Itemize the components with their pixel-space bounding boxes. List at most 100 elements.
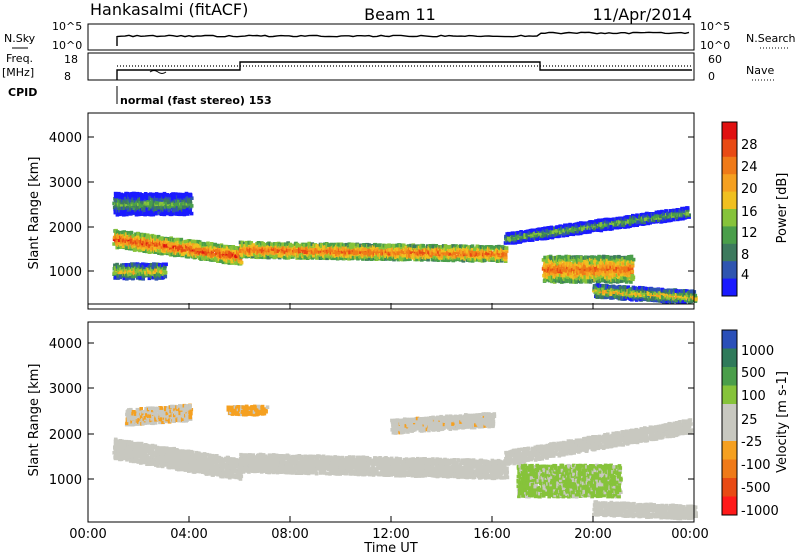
power-marks-cell [281,249,285,254]
power-marks-cell [650,289,654,294]
power-marks-cell [275,253,279,257]
power-marks-cell [151,265,155,270]
power-marks-cell [152,262,156,266]
power-marks-cell [691,298,695,302]
power-marks-cell [157,251,161,255]
velocity-marks-cell [128,459,133,463]
velocity-marks-cell [123,449,128,453]
power-marks-cell [601,284,605,288]
power-marks-cell [490,245,494,249]
power-marks-cell [128,194,133,199]
power-marks-cell [635,291,639,296]
noise-sky-trace [116,31,690,46]
power-marks-cell [598,288,602,292]
power-marks-cell [639,295,643,300]
power-marks-cell [617,279,622,284]
power-marks-cell [135,270,140,275]
power-marks-cell [278,246,282,250]
power-cb-segment [722,139,737,158]
velocity-marks-cell [181,451,185,455]
power-marks-cell [585,261,589,266]
power-marks-cell [667,296,672,300]
power-marks-cell [162,246,166,250]
power-marks-cell [145,272,150,276]
velocity-marks-cell [145,462,150,466]
velocity-marks-cell [150,448,155,452]
power-marks-cell [569,223,573,228]
power-marks-cell [538,232,542,236]
velocity-marks-cell [120,452,124,456]
power-y-axis: 1000 2000 3000 4000 Slant Range [km] [27,131,694,280]
power-marks-cell [177,253,182,257]
power-marks-cell [127,196,131,201]
power-marks-cell [631,257,636,262]
power-marks-cell [119,270,124,274]
noise-sky-label: N.Sky [4,32,36,45]
velocity-marks-cell [172,455,176,459]
power-marks-cell [234,261,238,266]
power-marks-cell [629,221,634,226]
power-marks-cell [133,262,137,266]
power-marks-cell [621,261,626,266]
velocity-marks-cell [137,444,142,448]
power-marks-cell [645,211,649,216]
power-marks-cell [375,243,380,248]
power-marks-cell [507,241,511,245]
power-marks-cell [685,206,690,210]
power-marks-cell [429,253,433,258]
power-marks-cell [124,244,128,248]
power-marks-cell [400,257,405,262]
power-marks-cell [621,256,626,261]
power-marks-cell [567,261,571,266]
power-marks-cell [145,196,150,200]
power-marks-cell [540,236,544,241]
power-x-ticks [188,303,594,309]
power-marks-cell [196,243,201,247]
power-marks-cell [225,256,229,261]
power-marks-cell [213,245,217,250]
power-marks-cell [663,211,667,216]
power-marks-cell [635,293,639,298]
power-ytick-1000: 1000 [49,265,82,280]
velocity-marks-cell [165,453,169,457]
power-marks-cell [128,198,133,203]
power-marks-cell [205,244,210,249]
power-marks-cell [615,285,619,290]
power-marks-cell [135,268,140,273]
power-marks-cell [597,257,602,262]
power-marks-cell [122,200,126,205]
power-marks-cell [438,250,443,255]
power-marks-cell [683,291,687,296]
power-marks-cell [612,277,616,282]
power-marks-cell [643,296,648,301]
power-marks-cell [185,192,189,197]
power-panel: 1000 2000 3000 4000 Slant Range [km] 4 8… [27,112,790,310]
power-marks-cell [662,292,667,296]
power-marks-cell [132,238,136,243]
power-marks-cell [465,249,470,253]
power-marks-cell [434,255,439,260]
power-marks-cell [547,273,551,277]
velocity-marks-cell [119,447,123,452]
power-marks-cell [685,212,690,216]
power-marks-cell [315,250,320,254]
power-marks-cell [172,247,176,252]
power-marks-cell [612,271,616,276]
power-marks-cell [330,248,334,253]
power-marks-cell [596,261,600,266]
power-marks-cell [694,296,698,300]
power-marks-cell [128,276,133,280]
power-marks-cell [670,288,674,293]
velocity-marks-cell [123,442,128,446]
power-marks-cell [654,291,658,295]
power-marks-cell [451,244,456,248]
power-marks-cell [126,210,131,215]
power-marks-cell [672,208,676,213]
velocity-marks-cell [180,467,184,472]
power-marks-cell [167,208,172,213]
power-marks-cell [212,253,217,257]
power-marks-cell [295,248,299,253]
power-marks-cell [558,224,562,228]
power-marks-cell [189,248,193,252]
power-marks-cell [268,248,272,252]
